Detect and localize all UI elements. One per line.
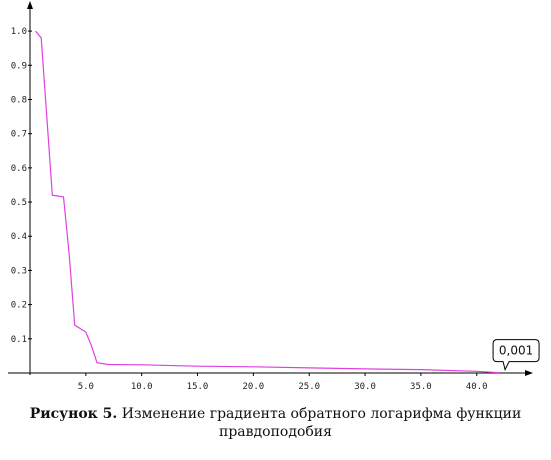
caption-text: Изменение градиента обратного логарифма … <box>117 406 522 440</box>
y-tick-label: 1.0 <box>11 27 27 37</box>
y-tick-label: 0.4 <box>11 232 27 242</box>
y-tick-label: 0.6 <box>11 164 27 174</box>
x-tick-label: 10.0 <box>131 382 153 392</box>
annotation-callout: 0,001 <box>492 339 540 372</box>
y-tick-label: 0.1 <box>11 335 27 345</box>
chart: 5.0 10.0 15.0 20.0 25.0 30.0 35.0 40.0 0.1 0.2 0.3… <box>8 1 540 392</box>
series-line <box>35 30 500 374</box>
x-tick-label: 30.0 <box>354 382 376 392</box>
y-tick-label: 0.5 <box>11 198 27 208</box>
caption-label: Рисунок 5. <box>29 406 118 422</box>
x-tick-label: 15.0 <box>187 382 209 392</box>
x-tick-label: 40.0 <box>466 382 488 392</box>
y-tick-label: 0.2 <box>11 301 27 311</box>
callout-label: 0,001 <box>499 344 533 358</box>
x-tick-label: 20.0 <box>243 382 265 392</box>
x-tick-label: 35.0 <box>410 382 432 392</box>
series <box>35 30 500 374</box>
callout-box <box>492 339 540 372</box>
y-tick-label: 0.9 <box>11 61 27 71</box>
axes <box>8 1 533 376</box>
y-tick-label: 0.3 <box>11 266 27 276</box>
x-axis-arrow <box>525 370 533 376</box>
ticks: 5.0 10.0 15.0 20.0 25.0 30.0 35.0 40.0 0.1 0.2 0.3… <box>11 27 488 392</box>
x-tick-label: 25.0 <box>298 382 320 392</box>
x-tick-label: 5.0 <box>78 382 94 392</box>
y-tick-label: 0.8 <box>11 95 27 105</box>
y-axis-arrow <box>27 1 33 9</box>
y-tick-label: 0.7 <box>11 130 27 140</box>
figure-caption: Рисунок 5. Изменение градиента обратного… <box>0 405 551 441</box>
